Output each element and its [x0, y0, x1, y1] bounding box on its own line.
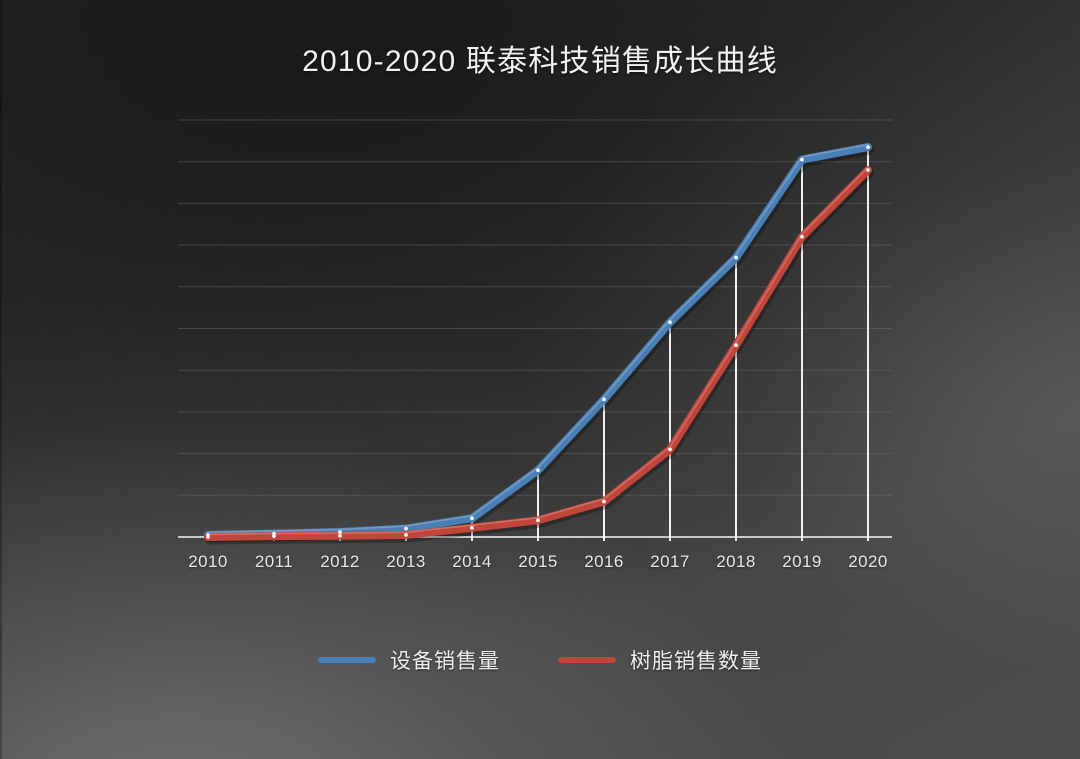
- data-point-marker: [404, 533, 408, 537]
- gridlines: [178, 119, 892, 538]
- x-tick-label-2015: 2015: [518, 552, 558, 571]
- chart-plot-area: [178, 119, 892, 545]
- x-tick-label-2020: 2020: [848, 552, 888, 571]
- x-tick-label-2011: 2011: [254, 552, 294, 571]
- series-line-highlight: [207, 166, 869, 536]
- data-point-marker: [866, 145, 870, 150]
- series-line-shadow: [205, 168, 874, 545]
- series-line-highlight: [207, 143, 869, 534]
- x-tick-label-2010: 2010: [188, 552, 228, 571]
- data-point-markers: [206, 145, 870, 539]
- data-point-marker: [536, 518, 540, 523]
- x-tick-label-2017: 2017: [650, 552, 690, 571]
- data-point-marker: [338, 533, 342, 538]
- data-point-marker: [536, 468, 540, 473]
- x-tick-label-2019: 2019: [782, 552, 822, 571]
- data-point-marker: [404, 526, 408, 531]
- data-point-marker: [602, 499, 606, 504]
- data-point-marker: [668, 320, 672, 325]
- data-point-marker: [470, 525, 474, 530]
- data-point-marker: [338, 530, 342, 534]
- data-point-marker: [866, 168, 870, 172]
- x-tick-label-2016: 2016: [584, 552, 624, 571]
- legend-item-resin[interactable]: 树脂销售数量: [558, 645, 762, 675]
- data-point-marker: [602, 397, 606, 402]
- chart-legend: 设备销售量 树脂销售数量: [0, 645, 1080, 675]
- legend-item-equipment[interactable]: 设备销售量: [318, 645, 500, 675]
- legend-label: 设备销售量: [390, 650, 500, 673]
- data-point-marker: [470, 516, 474, 521]
- droplines: [207, 147, 869, 541]
- chart-title: 2010-2020 联泰科技销售成长曲线: [302, 45, 778, 78]
- data-point-marker: [734, 343, 738, 348]
- data-point-marker: [800, 157, 804, 162]
- x-axis: 2010 2011 2012 2013 2014 2015 2016 2017 2018 2019…: [0, 552, 1080, 582]
- legend-swatch-icon: [318, 657, 376, 663]
- x-tick-label-2014: 2014: [452, 552, 492, 571]
- data-point-marker: [734, 255, 738, 260]
- data-point-marker: [206, 535, 210, 539]
- x-tick-label-2013: 2013: [386, 552, 426, 571]
- data-point-marker: [800, 234, 804, 239]
- data-point-marker: [272, 534, 276, 539]
- data-point-marker: [668, 447, 672, 452]
- legend-label: 树脂销售数量: [630, 650, 762, 673]
- legend-swatch-icon: [558, 657, 616, 663]
- x-tick-label-2018: 2018: [716, 552, 756, 571]
- x-tick-label-2012: 2012: [320, 552, 360, 571]
